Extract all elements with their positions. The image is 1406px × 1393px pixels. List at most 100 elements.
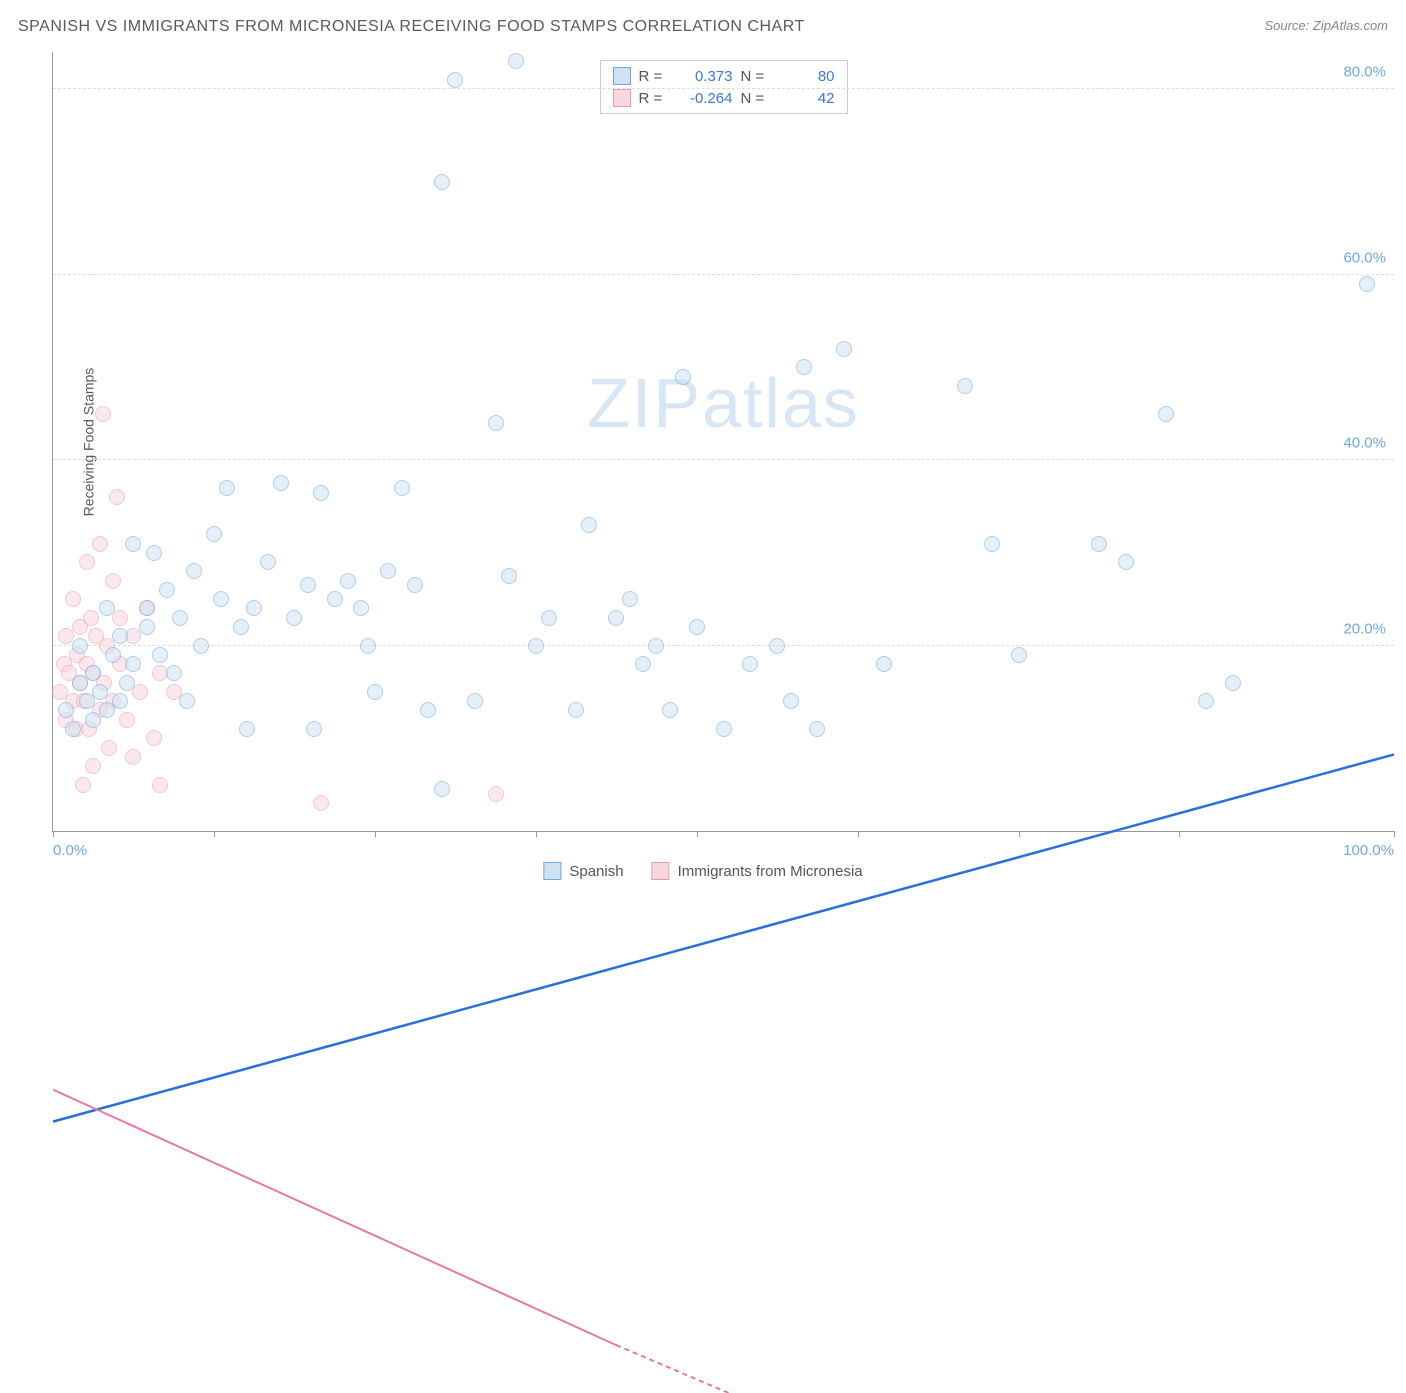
x-tick	[858, 831, 859, 837]
point-blue	[541, 610, 557, 626]
stats-row-blue: R = 0.373 N = 80	[613, 65, 835, 87]
bottom-legend: Spanish Immigrants from Micronesia	[543, 862, 862, 880]
r-value-blue: 0.373	[677, 68, 733, 85]
r-value-pink: -0.264	[677, 90, 733, 107]
point-blue	[394, 480, 410, 496]
point-pink	[95, 406, 111, 422]
point-blue	[434, 174, 450, 190]
point-blue	[742, 656, 758, 672]
point-blue	[836, 341, 852, 357]
legend-label-micronesia: Immigrants from Micronesia	[678, 863, 863, 880]
gridline-h	[53, 459, 1394, 460]
point-blue	[260, 554, 276, 570]
point-blue	[648, 638, 664, 654]
point-blue	[166, 665, 182, 681]
point-blue	[608, 610, 624, 626]
swatch-pink	[652, 862, 670, 880]
swatch-blue	[613, 67, 631, 85]
x-tick	[697, 831, 698, 837]
point-blue	[501, 568, 517, 584]
point-pink	[313, 795, 329, 811]
point-blue	[99, 600, 115, 616]
point-blue	[213, 591, 229, 607]
point-blue	[809, 721, 825, 737]
point-blue	[796, 359, 812, 375]
point-blue	[622, 591, 638, 607]
point-blue	[528, 638, 544, 654]
gridline-h	[53, 645, 1394, 646]
legend-item-micronesia: Immigrants from Micronesia	[652, 862, 863, 880]
point-pink	[488, 786, 504, 802]
point-blue	[125, 536, 141, 552]
point-blue	[327, 591, 343, 607]
point-blue	[1225, 675, 1241, 691]
n-value-blue: 80	[779, 68, 835, 85]
point-blue	[119, 675, 135, 691]
point-pink	[65, 591, 81, 607]
point-blue	[152, 647, 168, 663]
point-blue	[273, 475, 289, 491]
r-label: R =	[639, 68, 669, 85]
point-blue	[105, 647, 121, 663]
point-blue	[139, 600, 155, 616]
swatch-blue	[543, 862, 561, 880]
point-blue	[146, 545, 162, 561]
point-blue	[313, 485, 329, 501]
x-tick-label-right: 100.0%	[1343, 842, 1394, 859]
point-blue	[112, 628, 128, 644]
x-tick	[375, 831, 376, 837]
point-pink	[83, 610, 99, 626]
point-pink	[109, 489, 125, 505]
point-blue	[159, 582, 175, 598]
point-blue	[239, 721, 255, 737]
point-blue	[58, 702, 74, 718]
point-blue	[568, 702, 584, 718]
point-blue	[467, 693, 483, 709]
point-blue	[172, 610, 188, 626]
point-blue	[112, 693, 128, 709]
watermark-atlas: atlas	[702, 364, 860, 442]
legend-item-spanish: Spanish	[543, 862, 623, 880]
point-blue	[675, 369, 691, 385]
stats-box: R = 0.373 N = 80 R = -0.264 N = 42	[600, 60, 848, 114]
point-blue	[407, 577, 423, 593]
point-blue	[420, 702, 436, 718]
point-blue	[447, 72, 463, 88]
n-label: N =	[741, 68, 771, 85]
y-tick-label: 20.0%	[1343, 620, 1386, 637]
point-blue	[769, 638, 785, 654]
point-pink	[92, 536, 108, 552]
y-tick-label: 80.0%	[1343, 64, 1386, 81]
point-blue	[508, 53, 524, 69]
point-blue	[193, 638, 209, 654]
x-tick	[536, 831, 537, 837]
y-tick-label: 60.0%	[1343, 249, 1386, 266]
point-blue	[179, 693, 195, 709]
point-blue	[1198, 693, 1214, 709]
n-label: N =	[741, 90, 771, 107]
gridline-h	[53, 88, 1394, 89]
point-pink	[75, 777, 91, 793]
point-blue	[367, 684, 383, 700]
gridline-h	[53, 274, 1394, 275]
point-blue	[434, 781, 450, 797]
chart-area: Receiving Food Stamps ZIPatlas R = 0.373…	[52, 52, 1394, 832]
source-attribution: Source: ZipAtlas.com	[1264, 18, 1388, 33]
point-blue	[360, 638, 376, 654]
x-tick	[1019, 831, 1020, 837]
point-blue	[1118, 554, 1134, 570]
x-tick-label-left: 0.0%	[53, 842, 87, 859]
point-pink	[146, 730, 162, 746]
swatch-pink	[613, 89, 631, 107]
point-pink	[152, 777, 168, 793]
point-blue	[380, 563, 396, 579]
point-blue	[125, 656, 141, 672]
point-blue	[72, 638, 88, 654]
point-blue	[233, 619, 249, 635]
point-blue	[1158, 406, 1174, 422]
point-blue	[1359, 276, 1375, 292]
plot-region: ZIPatlas R = 0.373 N = 80 R = -0.264 N =…	[52, 52, 1394, 832]
x-tick	[53, 831, 54, 837]
watermark: ZIPatlas	[587, 363, 860, 443]
point-blue	[635, 656, 651, 672]
